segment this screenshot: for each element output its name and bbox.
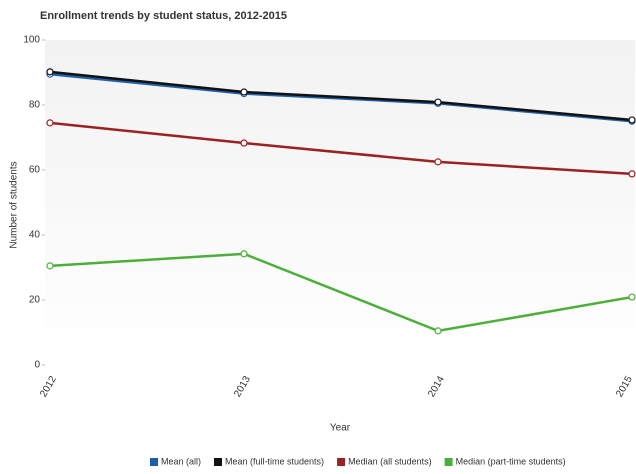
series-line <box>49 72 633 123</box>
y-tick-label: 80 <box>29 100 41 111</box>
y-tick-label: 20 <box>29 295 41 306</box>
x-axis-label: Year <box>330 423 351 434</box>
series-line <box>49 70 633 122</box>
data-point <box>434 327 442 335</box>
legend-swatch <box>444 458 453 466</box>
legend-label: Median (all students) <box>348 456 432 466</box>
data-point <box>240 139 248 147</box>
y-tick-label: 0 <box>34 360 40 371</box>
y-tick-label: 100 <box>23 35 40 46</box>
data-point <box>628 116 636 124</box>
data-point <box>46 119 54 127</box>
data-point <box>628 293 636 301</box>
legend-swatch <box>214 458 223 466</box>
data-point <box>434 98 442 106</box>
legend-label: Mean (full-time students) <box>225 456 324 466</box>
legend-swatch <box>337 458 346 466</box>
series-line <box>49 121 633 176</box>
legend-swatch <box>150 458 158 466</box>
series-line <box>49 252 633 333</box>
legend-label: Mean (all) <box>161 456 201 466</box>
data-point <box>240 250 248 258</box>
data-point <box>46 262 54 270</box>
y-axis-label: Number of students <box>9 161 20 248</box>
x-tick-label: 2014 <box>426 374 447 399</box>
x-tick-label: 2015 <box>614 374 635 399</box>
y-tick-label: 60 <box>29 165 41 176</box>
x-tick-label: 2012 <box>38 374 59 399</box>
x-tick-label: 2013 <box>232 374 253 399</box>
data-point <box>240 88 248 96</box>
data-point <box>46 68 54 76</box>
data-point <box>628 170 636 178</box>
chart-title: Enrollment trends by student status, 201… <box>40 10 287 22</box>
data-point <box>434 158 442 166</box>
legend-label: Median (part-time students) <box>456 456 566 466</box>
plot-area <box>45 40 635 365</box>
y-tick-label: 40 <box>29 230 41 241</box>
